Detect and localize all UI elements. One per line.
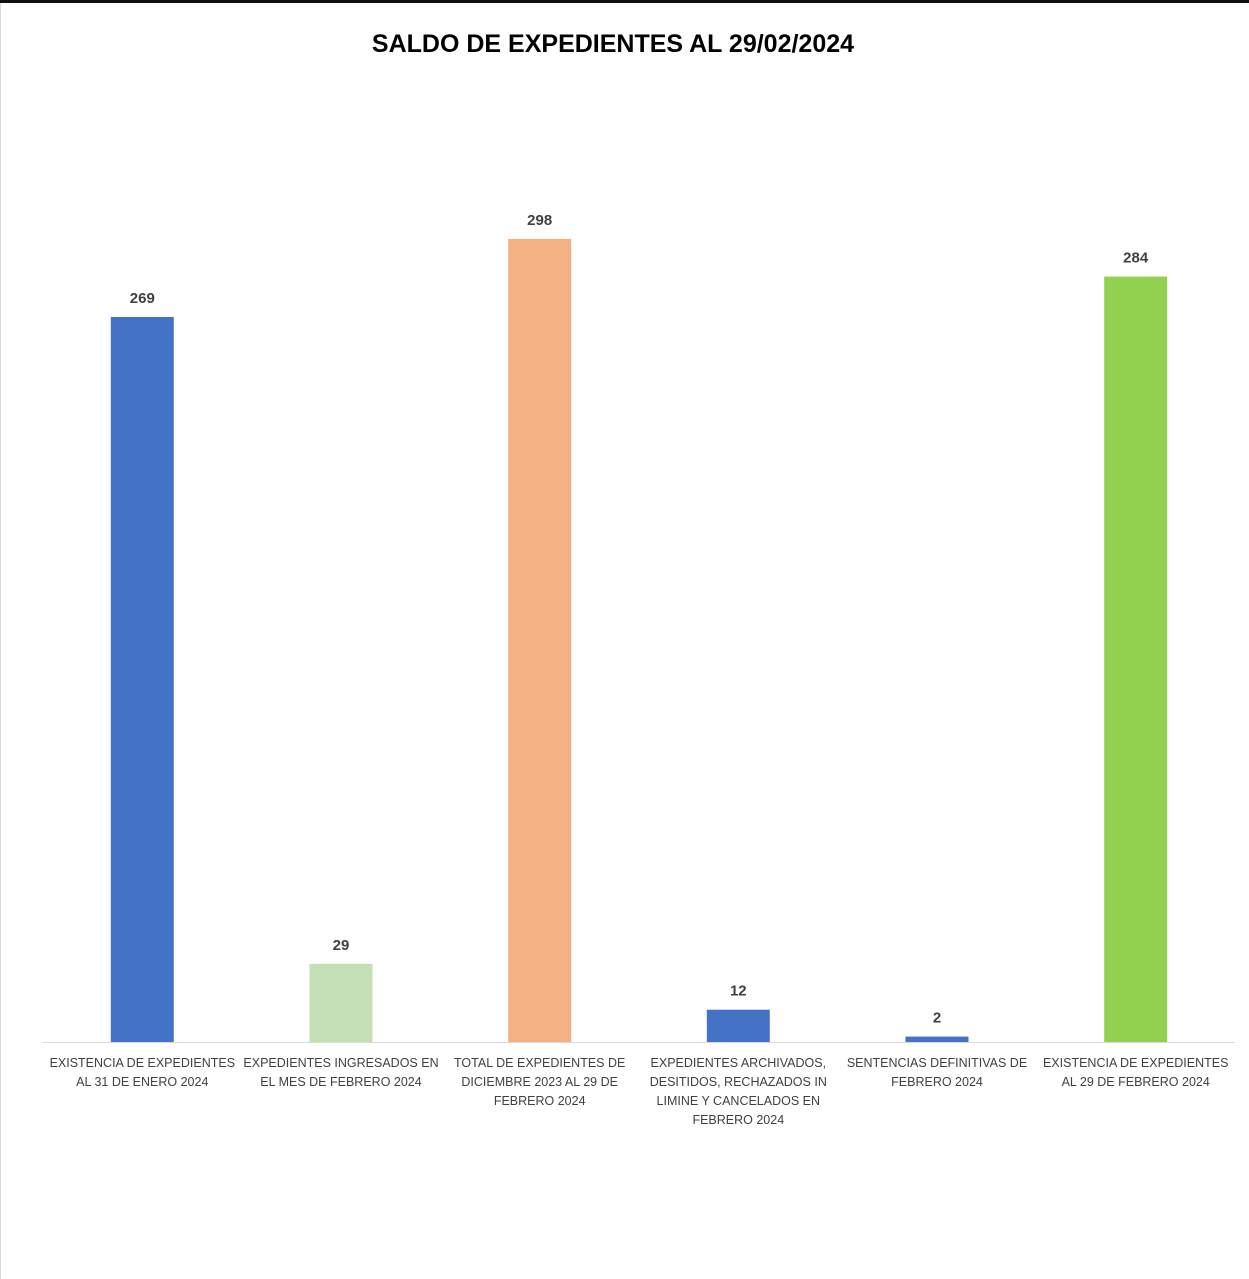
data-label-6: 284 xyxy=(1123,250,1149,267)
chart-title: SALDO DE EXPEDIENTES AL 29/02/2024 xyxy=(372,30,854,58)
category-label-line: FEBRERO 2024 xyxy=(692,1113,784,1127)
data-label-1: 269 xyxy=(130,290,155,307)
category-label-2: EXPEDIENTES INGRESADOS EN EL MES DE FEBRE… xyxy=(243,1056,438,1089)
category-label-line: EXPEDIENTES ARCHIVADOS, xyxy=(651,1056,827,1070)
category-label-line: FEBRERO 2024 xyxy=(494,1094,586,1108)
category-labels-group: EXISTENCIA DE EXPEDIENTES AL 31 DE ENERO … xyxy=(50,1056,1229,1127)
category-label-4: EXPEDIENTES ARCHIVADOS, DESITIDOS, RECHAZ… xyxy=(650,1056,827,1127)
bar-2 xyxy=(309,963,373,1042)
category-label-5: SENTENCIAS DEFINITIVAS DE FEBRERO 2024 xyxy=(847,1056,1027,1089)
bar-3 xyxy=(508,238,572,1042)
category-label-1: EXISTENCIA DE EXPEDIENTES AL 31 DE ENERO … xyxy=(50,1056,235,1089)
category-label-line: EXISTENCIA DE EXPEDIENTES xyxy=(1043,1056,1228,1070)
category-label-line: DESITIDOS, RECHAZADOS IN xyxy=(650,1075,827,1089)
data-label-5: 2 xyxy=(933,1010,941,1027)
category-label-line: SENTENCIAS DEFINITIVAS DE xyxy=(847,1056,1027,1070)
category-label-line: AL 31 DE ENERO 2024 xyxy=(76,1075,208,1089)
bar-5 xyxy=(905,1036,969,1042)
category-label-line: EXISTENCIA DE EXPEDIENTES xyxy=(50,1056,235,1070)
category-label-line: AL 29 DE FEBRERO 2024 xyxy=(1062,1075,1210,1089)
top-border xyxy=(0,0,1249,3)
data-label-2: 29 xyxy=(333,937,350,954)
category-label-line: LIMINE Y CANCELADOS EN xyxy=(657,1094,820,1108)
category-label-line: FEBRERO 2024 xyxy=(891,1075,983,1089)
bar-6 xyxy=(1104,276,1168,1043)
bar-4 xyxy=(706,1009,770,1042)
left-border xyxy=(0,3,1,1279)
bars-group xyxy=(110,238,1168,1043)
data-labels-group: 269 29 298 12 2 284 xyxy=(130,212,1149,1027)
data-label-4: 12 xyxy=(730,983,747,1000)
category-label-line: DICIEMBRE 2023 AL 29 DE xyxy=(461,1075,618,1089)
category-label-6: EXISTENCIA DE EXPEDIENTES AL 29 DE FEBRER… xyxy=(1043,1056,1228,1089)
category-label-line: EXPEDIENTES INGRESADOS EN xyxy=(243,1056,438,1070)
category-label-line: TOTAL DE EXPEDIENTES DE xyxy=(454,1056,625,1070)
data-label-3: 298 xyxy=(527,212,552,229)
category-label-line: EL MES DE FEBRERO 2024 xyxy=(260,1075,421,1089)
bar-1 xyxy=(110,317,174,1042)
category-label-3: TOTAL DE EXPEDIENTES DE DICIEMBRE 2023 AL… xyxy=(454,1056,625,1108)
